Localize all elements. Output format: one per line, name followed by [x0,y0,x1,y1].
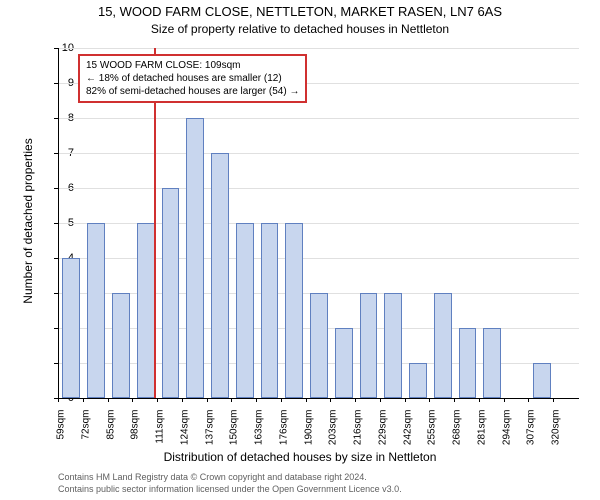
x-tick-label: 150sqm [229,410,240,460]
histogram-bar [211,153,229,398]
x-tick-mark [454,398,455,402]
histogram-bar [434,293,452,398]
y-tick-mark [54,83,58,84]
grid-line [59,48,579,49]
y-tick-mark [54,328,58,329]
x-tick-label: 203sqm [328,410,339,460]
grid-line [59,118,579,119]
x-tick-label: 229sqm [377,410,388,460]
x-tick-mark [83,398,84,402]
y-tick-mark [54,258,58,259]
x-tick-mark [58,398,59,402]
histogram-bar [384,293,402,398]
x-tick-mark [429,398,430,402]
x-tick-label: 124sqm [179,410,190,460]
info-box-line: 82% of semi-detached houses are larger (… [86,85,299,98]
x-tick-label: 176sqm [278,410,289,460]
histogram-bar [483,328,501,398]
x-tick-label: 242sqm [402,410,413,460]
attribution-line-1: Contains HM Land Registry data © Crown c… [58,472,367,483]
x-tick-mark [405,398,406,402]
x-tick-label: 216sqm [353,410,364,460]
x-tick-mark [207,398,208,402]
histogram-bar [409,363,427,398]
x-tick-label: 320sqm [551,410,562,460]
x-tick-mark [355,398,356,402]
x-tick-label: 72sqm [80,410,91,460]
histogram-bar [360,293,378,398]
x-tick-mark [330,398,331,402]
grid-line [59,153,579,154]
histogram-bar [459,328,477,398]
x-tick-mark [182,398,183,402]
histogram-bar [261,223,279,398]
x-tick-label: 190sqm [303,410,314,460]
attribution-line-2: Contains public sector information licen… [58,484,402,495]
x-tick-mark [157,398,158,402]
info-box-line: 15 WOOD FARM CLOSE: 109sqm [86,59,299,72]
y-tick-mark [54,363,58,364]
chart-title: 15, WOOD FARM CLOSE, NETTLETON, MARKET R… [0,4,600,19]
histogram-bar [186,118,204,398]
x-tick-label: 137sqm [204,410,215,460]
histogram-bar [162,188,180,398]
y-tick-mark [54,118,58,119]
y-tick-mark [54,153,58,154]
x-tick-label: 255sqm [427,410,438,460]
histogram-bar [112,293,130,398]
x-tick-label: 111sqm [155,410,166,460]
histogram-bar [285,223,303,398]
info-box-line: ← 18% of detached houses are smaller (12… [86,72,299,85]
x-tick-label: 307sqm [526,410,537,460]
y-axis-label: Number of detached properties [21,121,35,321]
chart-container: { "title": "15, WOOD FARM CLOSE, NETTLET… [0,0,600,500]
x-tick-mark [306,398,307,402]
x-tick-label: 268sqm [452,410,463,460]
y-tick-mark [54,188,58,189]
y-tick-mark [54,293,58,294]
histogram-bar [137,223,155,398]
grid-line [59,188,579,189]
chart-subtitle: Size of property relative to detached ho… [0,22,600,36]
histogram-bar [236,223,254,398]
x-tick-mark [108,398,109,402]
x-tick-label: 281sqm [476,410,487,460]
histogram-bar [335,328,353,398]
histogram-bar [310,293,328,398]
x-tick-mark [132,398,133,402]
x-tick-label: 294sqm [501,410,512,460]
info-box: 15 WOOD FARM CLOSE: 109sqm← 18% of detac… [78,54,307,103]
histogram-bar [87,223,105,398]
x-tick-mark [479,398,480,402]
x-tick-mark [504,398,505,402]
x-tick-mark [256,398,257,402]
x-tick-mark [281,398,282,402]
y-tick-mark [54,223,58,224]
x-tick-mark [528,398,529,402]
y-tick-mark [54,48,58,49]
x-tick-label: 59sqm [56,410,67,460]
x-tick-mark [553,398,554,402]
x-tick-mark [380,398,381,402]
histogram-bar [62,258,80,398]
x-tick-label: 98sqm [130,410,141,460]
histogram-bar [533,363,551,398]
x-tick-mark [231,398,232,402]
x-tick-label: 85sqm [105,410,116,460]
x-tick-label: 163sqm [254,410,265,460]
